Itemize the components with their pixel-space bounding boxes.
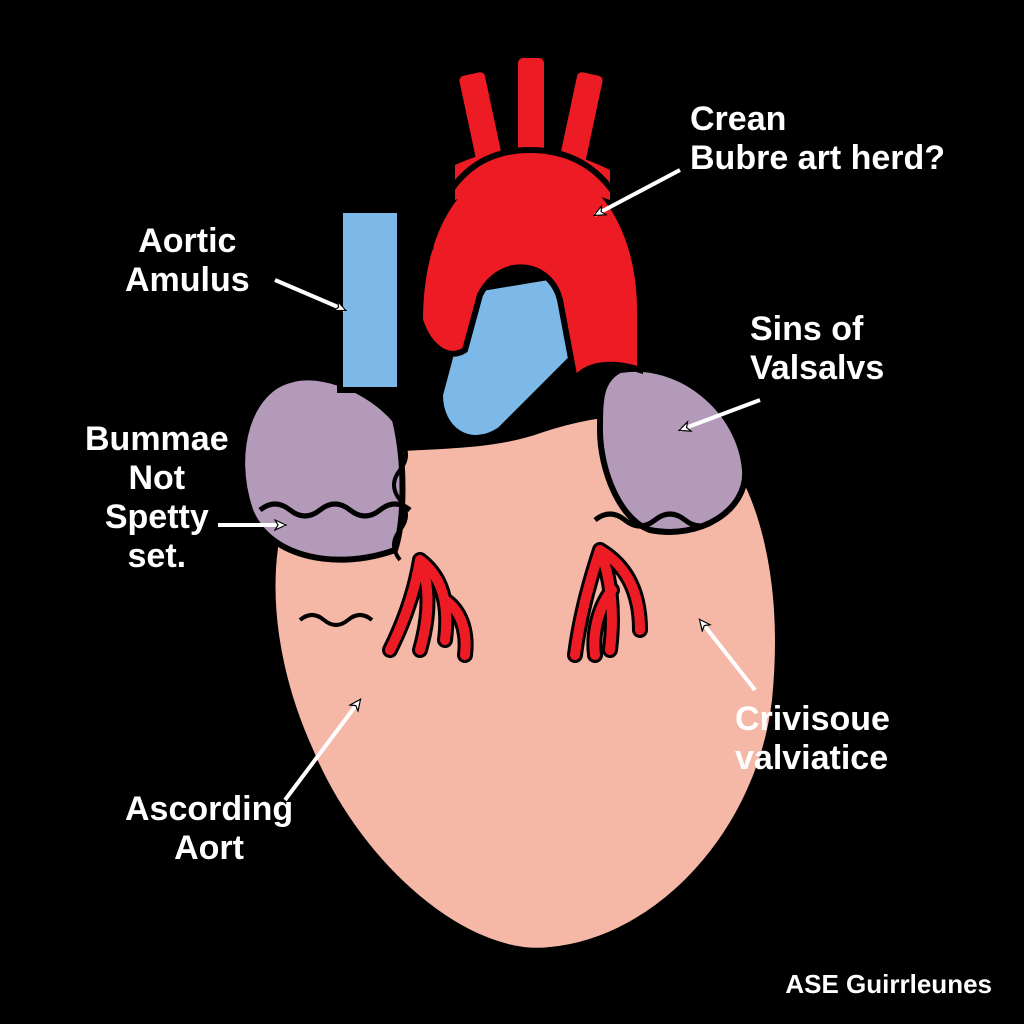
left-atrium [242, 377, 402, 559]
label-sins: Sins of Valsalvs [750, 310, 884, 388]
label-crivisoue: Crivisoue valviatice [735, 700, 890, 778]
right-atrium [600, 369, 745, 532]
diagram-canvas: { "type": "anatomical-diagram", "backgro… [0, 0, 1024, 1024]
label-crean: Crean Bubre art herd? [690, 100, 945, 178]
label-aortic: Aortic Amulus [125, 222, 250, 300]
label-bummae: Bummae Not Spetty set. [85, 420, 229, 576]
vena-cava-left [340, 210, 400, 390]
credit-text: ASE Guirrleunes [785, 969, 992, 1000]
label-ascording: Ascording Aort [125, 790, 293, 868]
